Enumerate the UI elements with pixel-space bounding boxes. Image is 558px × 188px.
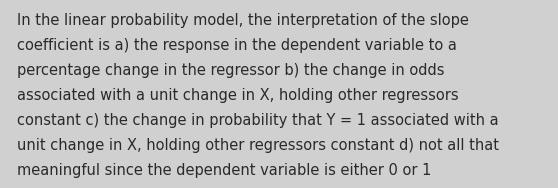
Text: percentage change in the regressor b) the change in odds: percentage change in the regressor b) th… xyxy=(17,63,444,78)
Text: coefficient is a) the response in the dependent variable to a: coefficient is a) the response in the de… xyxy=(17,38,456,53)
Text: In the linear probability model, the interpretation of the slope: In the linear probability model, the int… xyxy=(17,13,469,28)
Text: unit change in X, holding other regressors constant d) not all that: unit change in X, holding other regresso… xyxy=(17,138,499,153)
Text: associated with a unit change in X, holding other regressors: associated with a unit change in X, hold… xyxy=(17,88,458,103)
Text: meaningful since the dependent variable is either 0 or 1: meaningful since the dependent variable … xyxy=(17,163,431,178)
Text: constant c) the change in probability that Y = 1 associated with a: constant c) the change in probability th… xyxy=(17,113,498,128)
